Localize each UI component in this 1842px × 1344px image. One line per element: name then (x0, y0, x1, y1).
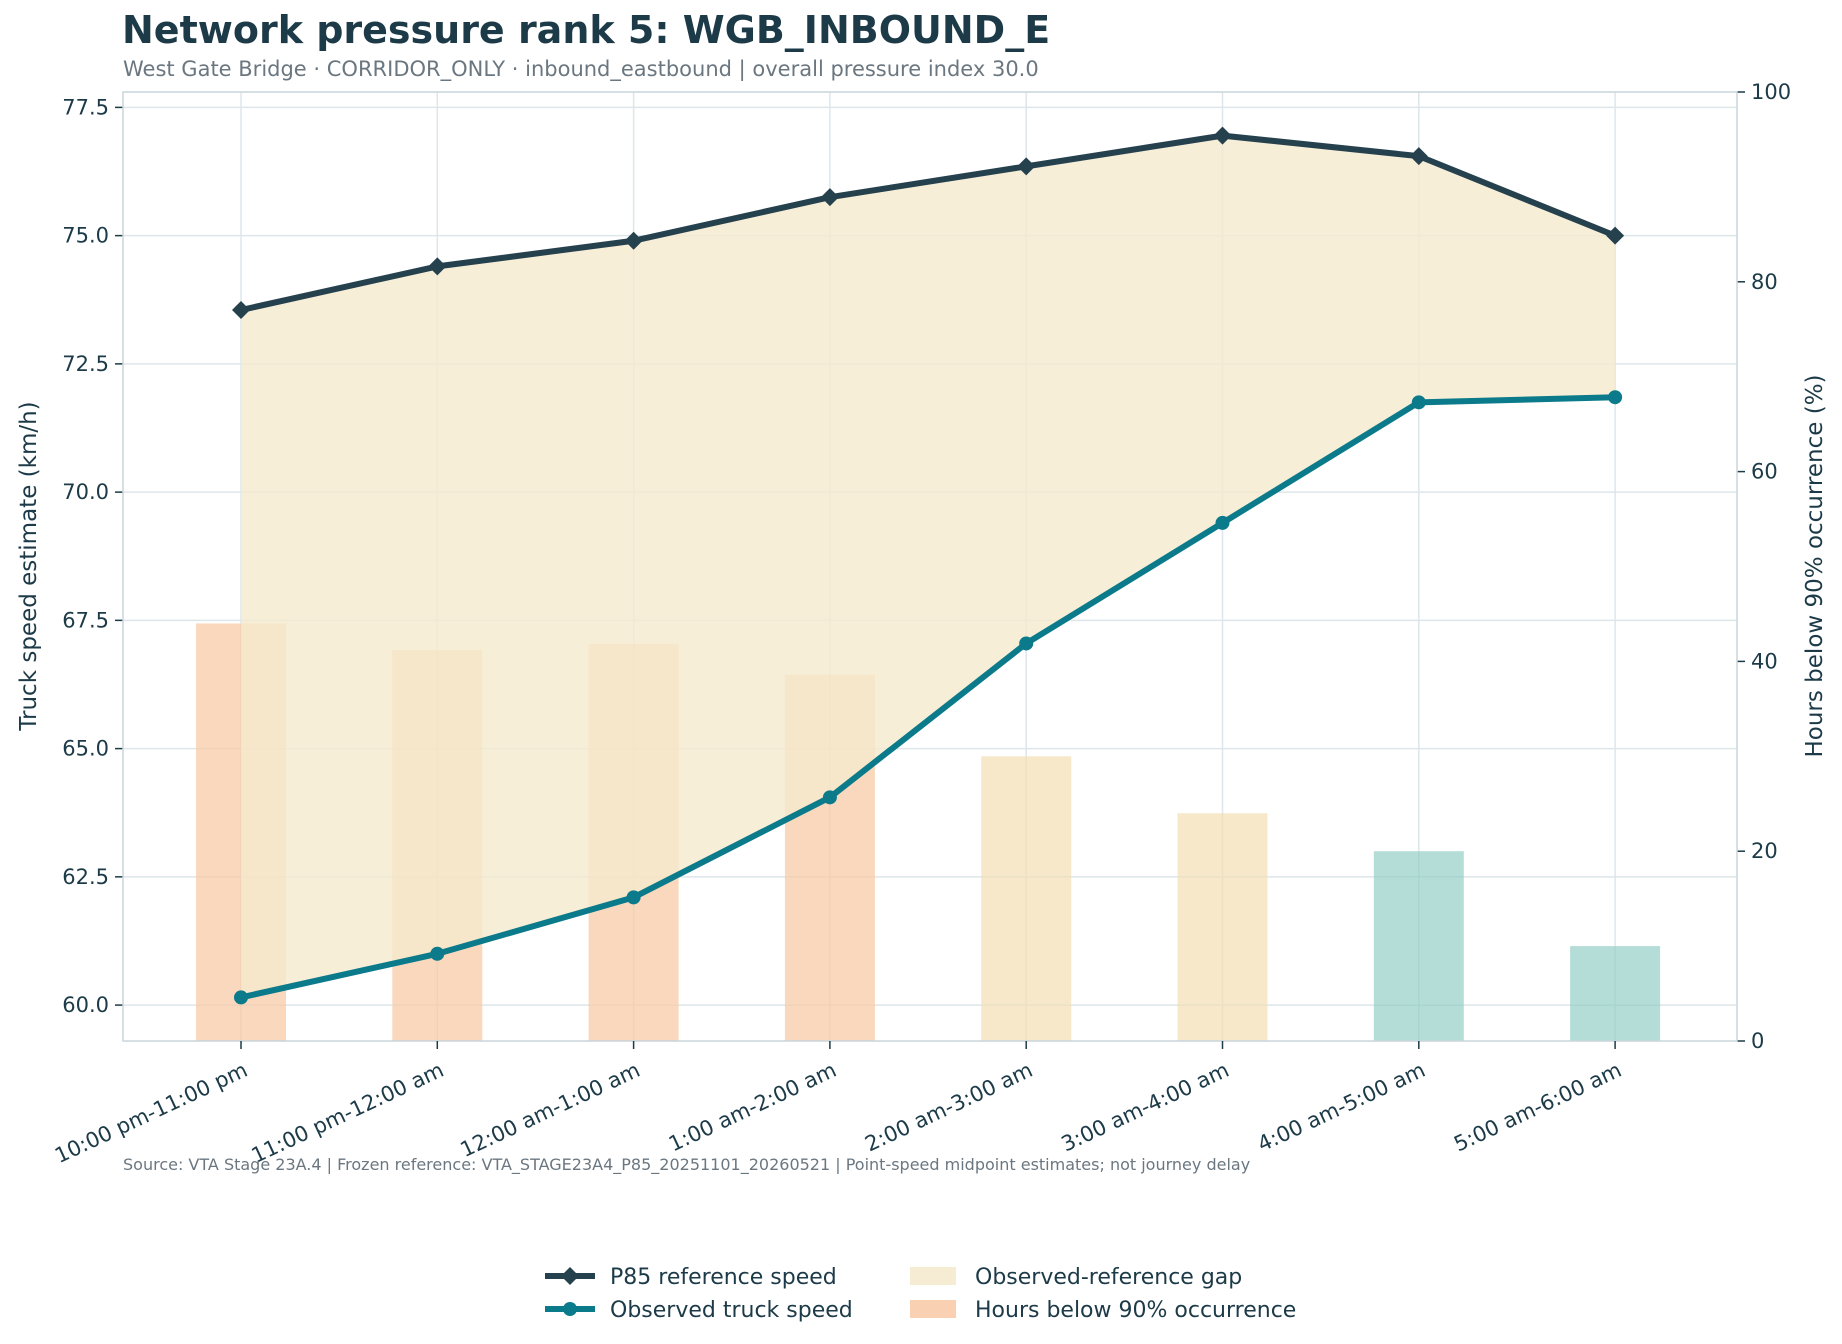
x-tick-label: 5:00 am-6:00 am (1450, 1058, 1625, 1157)
x-tick-label: 11:00 pm-12:00 am (248, 1058, 448, 1168)
x-tick-label: 2:00 am-3:00 am (861, 1058, 1036, 1157)
y-tick-label-left: 70.0 (62, 480, 109, 504)
bar-hours-below (1373, 851, 1464, 1041)
p85-point (1606, 226, 1625, 245)
legend-swatch-patch (910, 1267, 956, 1285)
observed-point (1608, 390, 1623, 405)
observed-point (626, 890, 641, 905)
observed-line (238, 394, 1619, 1001)
p85-point (1213, 126, 1232, 145)
legend-swatch-marker (561, 1267, 579, 1285)
observed-point (1215, 515, 1230, 530)
x-tick-label: 1:00 am-2:00 am (665, 1058, 840, 1157)
y-tick-label-left: 75.0 (62, 224, 109, 248)
observed-point (430, 946, 445, 961)
legend-swatch-marker (563, 1302, 577, 1316)
y-axis-title-left: Truck speed estimate (km/h) (16, 401, 42, 731)
p85-point (428, 257, 447, 276)
y-tick-label-right: 80 (1751, 270, 1778, 294)
y-tick-label-right: 40 (1751, 649, 1778, 673)
legend-label: Observed truck speed (610, 1298, 853, 1323)
p85-point (1017, 157, 1036, 176)
bar-hours-below (1570, 946, 1661, 1041)
observed-point (1411, 395, 1426, 410)
y-tick-label-left: 72.5 (62, 352, 109, 376)
lines (232, 126, 1625, 1005)
y-tick-label-left: 65.0 (62, 737, 109, 761)
y-tick-label-right: 20 (1751, 839, 1778, 863)
source-note: Source: VTA Stage 23A.4 | Frozen referen… (123, 1155, 1250, 1175)
gap-area-fill (241, 135, 1616, 998)
y-tick-label-right: 60 (1751, 460, 1778, 484)
y-tick-label-left: 60.0 (62, 993, 109, 1017)
x-tick-label: 4:00 am-5:00 am (1254, 1058, 1429, 1157)
y-tick-label-left: 67.5 (62, 608, 109, 632)
y-tick-label-right: 100 (1751, 80, 1791, 104)
bar-hours-below (981, 756, 1072, 1041)
p85-line (238, 132, 1619, 314)
observed-point (822, 790, 837, 805)
legend-swatch-patch (910, 1300, 956, 1318)
p85-point (820, 188, 839, 207)
plot-frame (122, 91, 1738, 1042)
y-tick-label-left: 77.5 (62, 95, 109, 119)
y-axis-title-right: Hours below 90% occurrence (%) (1802, 374, 1828, 757)
x-tick-label: 3:00 am-4:00 am (1058, 1058, 1233, 1157)
bar-hours-below (1177, 813, 1268, 1041)
x-tick-label: 10:00 pm-11:00 pm (51, 1058, 251, 1168)
legend-label: P85 reference speed (610, 1265, 837, 1290)
chart-subtitle: West Gate Bridge · CORRIDOR_ONLY · inbou… (123, 57, 1039, 81)
p85-point (624, 231, 643, 250)
p85-point (232, 301, 250, 320)
legend-label: Observed-reference gap (975, 1265, 1242, 1290)
observed-point (234, 990, 248, 1005)
p85-point (1409, 147, 1428, 166)
observed-point (1019, 636, 1034, 651)
x-tick-label: 12:00 am-1:00 am (457, 1058, 644, 1162)
legend: P85 reference speed Observed truck speed O… (545, 1265, 1296, 1323)
legend-label: Hours below 90% occurrence (975, 1298, 1296, 1323)
chart-title: Network pressure rank 5: WGB_INBOUND_E (122, 8, 1051, 52)
y-tick-label-left: 62.5 (62, 865, 109, 889)
gap-area (241, 135, 1616, 998)
y-tick-label-right: 0 (1751, 1029, 1764, 1053)
